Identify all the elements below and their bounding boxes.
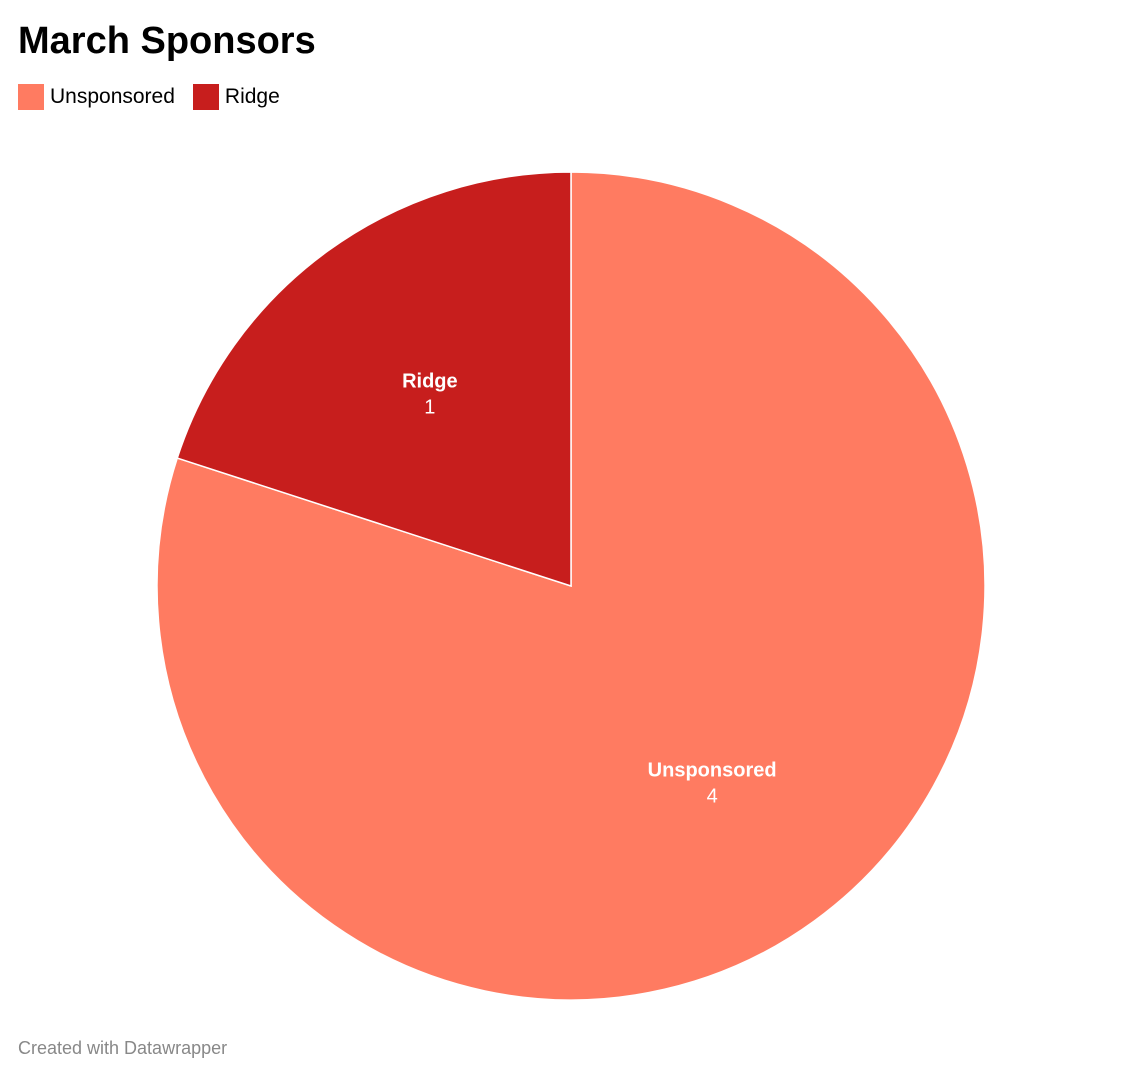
slice-label-unsponsored: Unsponsored xyxy=(648,759,777,781)
legend-swatch-ridge xyxy=(192,84,219,110)
legend-swatch-unsponsored xyxy=(18,84,44,110)
legend-item-unsponsored: Unsponsored xyxy=(18,84,175,110)
attribution-footer: Created with Datawrapper xyxy=(18,1038,228,1058)
legend-label-ridge: Ridge xyxy=(224,85,280,108)
legend-label-unsponsored: Unsponsored xyxy=(50,85,175,108)
slice-value-ridge: 1 xyxy=(424,397,435,419)
pie-labels: Unsponsored 4 Ridge 1 xyxy=(402,371,777,808)
legend: Unsponsored Ridge xyxy=(18,84,280,110)
pie-slice-ridge xyxy=(176,171,572,588)
legend-item-ridge: Ridge xyxy=(192,84,280,110)
slice-value-unsponsored: 4 xyxy=(707,785,718,807)
chart-title: March Sponsors xyxy=(18,20,316,62)
pie-slices xyxy=(156,171,986,1001)
slice-label-ridge: Ridge xyxy=(402,371,458,393)
